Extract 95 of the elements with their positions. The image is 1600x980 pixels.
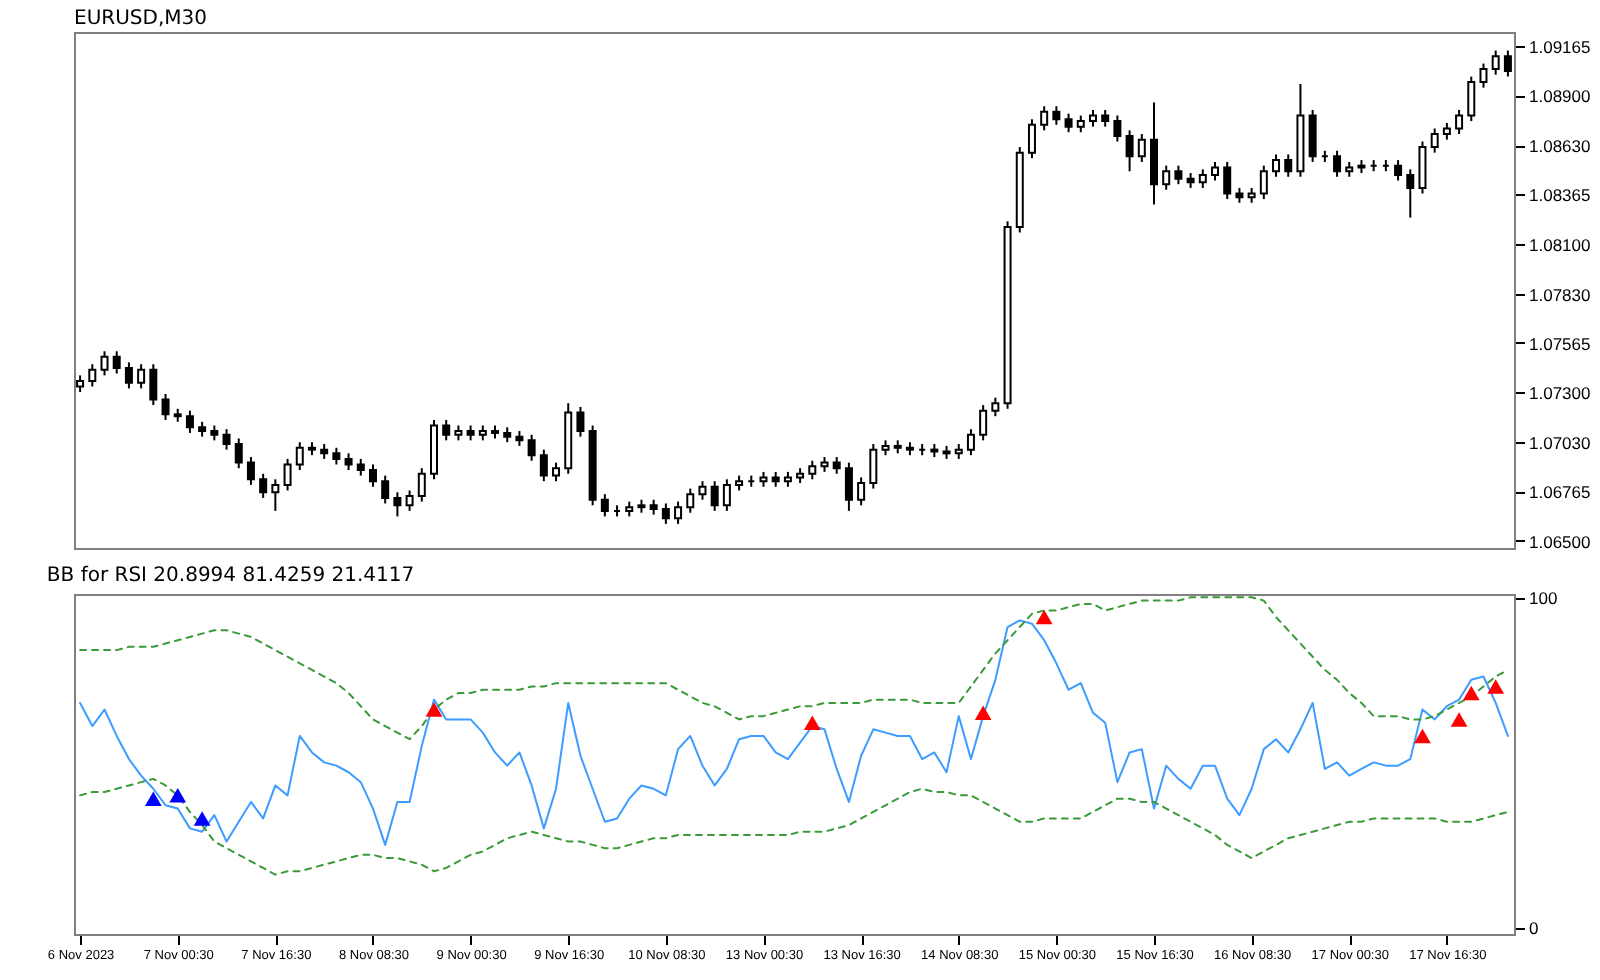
y-tick-label: 1.07565: [1529, 333, 1591, 354]
line-series: [79, 777, 1509, 876]
y-tick-label: 1.07300: [1529, 383, 1591, 404]
y-tick-label: 1.06500: [1529, 531, 1591, 552]
candlestick: [527, 433, 536, 462]
candlestick: [1479, 62, 1488, 89]
chart-title: EURUSD,M30: [74, 8, 207, 30]
candlestick: [539, 448, 548, 483]
candlestick: [1394, 159, 1403, 182]
candlestick: [185, 409, 194, 434]
point: [425, 702, 443, 717]
candlestick: [234, 437, 243, 470]
y-tick-label: 1.09165: [1529, 36, 1591, 57]
point: [193, 811, 211, 826]
candlestick: [137, 363, 146, 390]
candlestick: [1491, 49, 1500, 76]
candlestick: [1113, 114, 1122, 143]
candlestick: [1467, 75, 1476, 123]
point: [1414, 728, 1431, 744]
candlestick: [686, 487, 695, 514]
point: [1035, 609, 1053, 625]
y-tick-label: 0: [1529, 918, 1539, 939]
y-tick-label: 1.07030: [1529, 433, 1591, 454]
point: [1462, 685, 1480, 701]
candlestick: [1040, 105, 1049, 132]
candlestick: [1272, 153, 1281, 178]
candlestick: [1125, 129, 1134, 173]
candlestick: [710, 480, 719, 512]
candlestick: [1333, 149, 1342, 178]
chart-title: BB for RSI 20.8994 81.4259 21.4117: [46, 565, 415, 588]
point: [169, 788, 187, 803]
candlestick: [1027, 118, 1036, 160]
candlestick: [271, 478, 280, 512]
point: [803, 715, 821, 730]
y-tick-label: 100: [1529, 588, 1558, 609]
candlestick: [1162, 164, 1171, 191]
y-tick-label: 1.08365: [1529, 185, 1591, 206]
candlestick: [576, 405, 585, 438]
y-tick-label: 1.08100: [1529, 234, 1591, 255]
candlestick: [161, 392, 170, 421]
candlestick: [698, 480, 707, 501]
y-tick-label: 1.06765: [1529, 482, 1591, 503]
candlestick: [283, 457, 292, 492]
candlestick: [259, 472, 268, 499]
candlestick: [393, 491, 402, 518]
candlestick: [1223, 160, 1232, 201]
candlestick: [112, 350, 121, 375]
candlestick: [1308, 108, 1317, 163]
candlestick: [295, 441, 304, 472]
candlestick: [149, 363, 158, 407]
point: [974, 705, 992, 721]
candlestick: [722, 478, 731, 512]
candlestick: [1052, 105, 1061, 126]
candlestick: [1430, 127, 1439, 154]
point: [1487, 679, 1505, 694]
candlestick: [966, 428, 975, 457]
candlestick: [1211, 160, 1220, 182]
candlestick: [552, 461, 561, 483]
candlestick: [1406, 168, 1415, 219]
candlestick: [1150, 101, 1158, 206]
candlestick: [1198, 168, 1207, 189]
y-tick-label: 1.08900: [1529, 86, 1591, 107]
candlestick: [1284, 153, 1293, 178]
candlestick: [600, 493, 609, 518]
point: [1450, 712, 1468, 727]
candlestick: [1503, 49, 1512, 78]
candlestick: [857, 476, 866, 507]
candlestick: [844, 461, 853, 512]
candlestick: [808, 459, 817, 481]
candlestick: [405, 489, 414, 512]
point: [144, 791, 162, 806]
candlestick: [674, 500, 683, 525]
candlestick: [1418, 140, 1427, 195]
candlestick: [1064, 112, 1073, 134]
y-tick-label: 1.08630: [1529, 136, 1591, 157]
candlestick: [991, 396, 1000, 418]
candlestick: [661, 502, 670, 525]
line-series: [79, 596, 1509, 741]
line-series: [79, 619, 1509, 846]
candlestick: [869, 443, 878, 490]
candlestick: [368, 463, 377, 488]
candlestick: [1455, 108, 1464, 136]
candlestick: [222, 428, 231, 451]
candlestick: [124, 361, 133, 390]
candlestick: [1174, 164, 1183, 186]
candlestick: [442, 418, 451, 442]
candlestick: [417, 467, 426, 503]
candlestick: [1259, 164, 1268, 201]
candlestick: [100, 350, 109, 377]
candlestick: [979, 404, 988, 442]
candlestick: [381, 474, 390, 505]
candlestick: [88, 363, 97, 388]
y-tick-label: 1.07830: [1529, 284, 1591, 305]
candlestick: [246, 456, 255, 486]
candlestick: [1137, 133, 1146, 163]
